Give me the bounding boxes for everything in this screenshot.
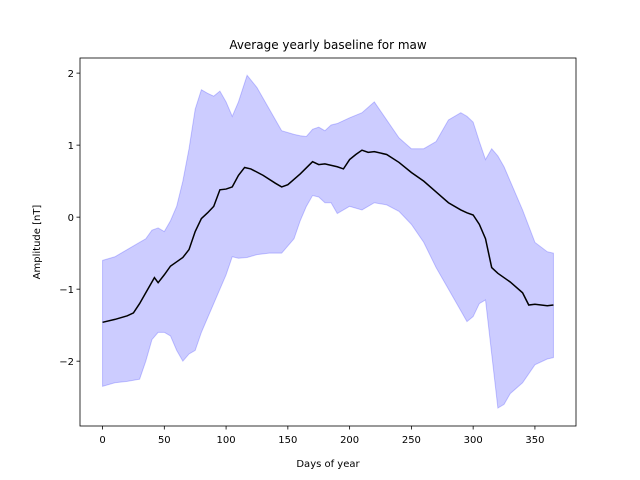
x-tick-label: 250 — [402, 435, 421, 446]
x-tick-label: 100 — [217, 435, 236, 446]
x-tick-label: 0 — [99, 435, 105, 446]
axes-frame — [79, 57, 577, 427]
y-tick-label: −2 — [59, 357, 74, 368]
x-tick-label: 150 — [278, 435, 297, 446]
y-axis-label: Amplitude [nT] — [32, 205, 43, 280]
band — [102, 74, 554, 409]
x-tick-label: 350 — [525, 435, 544, 446]
x-tick-label: 200 — [340, 435, 359, 446]
x-axis-label: Days of year — [296, 459, 360, 470]
mean-line — [102, 149, 554, 324]
y-tick-label: 2 — [68, 69, 74, 80]
x-tick-label: 50 — [158, 435, 171, 446]
x-tick-label: 300 — [464, 435, 483, 446]
y-tick-label: 1 — [68, 141, 74, 152]
chart-title: Average yearly baseline for maw — [229, 38, 427, 52]
y-tick-label: 0 — [68, 213, 74, 224]
y-tick-label: −1 — [59, 285, 74, 296]
